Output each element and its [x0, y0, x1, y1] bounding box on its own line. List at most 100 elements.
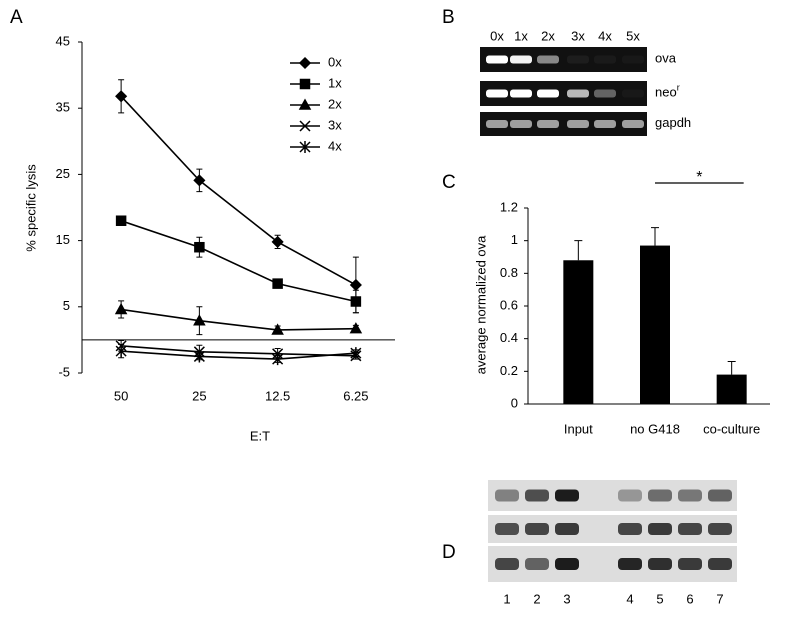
lane-label: 3: [563, 591, 570, 606]
error-bar: [727, 361, 736, 375]
error-bar: [651, 227, 659, 246]
y-tick-label: 0.2: [500, 363, 518, 378]
gel-band: [622, 90, 644, 98]
gel-band: [678, 558, 702, 570]
bar: [716, 374, 747, 404]
lane-label: 6: [686, 591, 693, 606]
panel-letter: A: [10, 7, 23, 28]
legend-marker: [299, 120, 311, 132]
error-bar: [574, 240, 583, 261]
legend-marker: [299, 141, 311, 153]
lane-label: 2: [533, 591, 540, 606]
gel-band: [567, 89, 589, 98]
gel-band: [525, 558, 549, 570]
legend-marker: [298, 56, 312, 70]
gel-band: [567, 120, 589, 128]
marker: [115, 345, 127, 358]
gel-band: [678, 489, 702, 502]
marker: [271, 235, 284, 248]
gels: 0x 1x 2x 3x 4x 5x ova neor gapdh 1 2 3 4 5 6 7: [480, 28, 737, 606]
gel-band: [555, 489, 579, 502]
y-tick-label: 15: [56, 232, 70, 247]
bar: [563, 260, 594, 404]
lane-label: 4x: [598, 28, 612, 43]
marker: [271, 323, 284, 335]
series-line: [121, 308, 356, 331]
gel-band: [622, 56, 644, 64]
gel-band: [510, 89, 532, 98]
marker: [350, 347, 362, 360]
gel-band: [618, 489, 642, 502]
row-label-text: neo: [655, 85, 677, 100]
gel-band: [555, 558, 579, 570]
marker: [350, 296, 362, 307]
y-tick-label: 1: [511, 232, 518, 247]
gel-band: [618, 523, 642, 535]
y-axis-label: % specific lysis: [23, 164, 38, 252]
legend-marker: [299, 78, 311, 90]
gel-band: [594, 120, 616, 128]
y-tick-label: -5: [58, 364, 70, 379]
row-label-text: gapdh: [655, 115, 691, 130]
lane-label: 3x: [571, 28, 585, 43]
gel-band: [622, 120, 644, 128]
row-label-text: ova: [655, 51, 677, 66]
x-tick-label: 25: [192, 388, 206, 403]
row-label: gapdh: [655, 115, 691, 130]
gel-band: [594, 55, 616, 64]
gel-band: [648, 523, 672, 535]
y-tick-label: 35: [56, 100, 70, 115]
x-axis-label: E:T: [250, 428, 270, 443]
y-tick-label: 45: [56, 33, 70, 48]
lane-label: 1: [503, 591, 510, 606]
bar: [640, 245, 670, 404]
gel-band: [486, 55, 508, 64]
marker: [115, 90, 128, 103]
lane-label: 4: [626, 591, 633, 606]
gel-band: [648, 558, 672, 570]
row-label-sup: r: [677, 83, 680, 93]
lane-label: 1x: [514, 28, 528, 43]
x-tick-label: 50: [114, 388, 128, 403]
gel-band: [510, 120, 532, 128]
panel-letter: B: [442, 7, 455, 28]
series-line: [121, 345, 356, 357]
panel-letter: D: [442, 542, 456, 563]
series-line: [120, 219, 357, 303]
marker: [194, 241, 205, 253]
marker: [114, 302, 128, 315]
lane-label: 5: [656, 591, 663, 606]
gel-band: [555, 523, 579, 535]
gel-band: [708, 489, 732, 502]
legend-label: 0x: [328, 54, 342, 69]
gel-band: [525, 489, 549, 502]
x-tick-label: no G418: [630, 421, 680, 436]
gel-band: [495, 523, 519, 535]
y-tick-label: 25: [56, 166, 70, 181]
y-tick-label: 5: [63, 298, 70, 313]
gel-band: [537, 55, 559, 64]
panel-letter: C: [442, 172, 456, 193]
y-axis-label: average normalized ova: [473, 235, 488, 375]
series-line: [120, 95, 357, 286]
legend-marker: [298, 98, 312, 110]
marker: [193, 314, 206, 326]
gel-band: [708, 523, 732, 535]
y-tick-label: 0: [511, 395, 518, 410]
row-label: neor: [655, 83, 680, 100]
y-tick-label: 0.4: [500, 330, 518, 345]
gel-band: [567, 55, 589, 64]
lane-label: 2x: [541, 28, 555, 43]
gel-band: [648, 489, 672, 502]
legend-label: 2x: [328, 96, 342, 111]
lane-label: 0x: [490, 28, 504, 43]
legend-label: 3x: [328, 117, 342, 132]
marker: [115, 215, 127, 226]
gel-band: [708, 558, 732, 570]
x-tick-label: 12.5: [265, 388, 290, 403]
y-tick-label: 0.8: [500, 265, 518, 280]
marker: [193, 350, 205, 363]
gel-band: [678, 523, 702, 535]
row-label: ova: [655, 51, 677, 66]
